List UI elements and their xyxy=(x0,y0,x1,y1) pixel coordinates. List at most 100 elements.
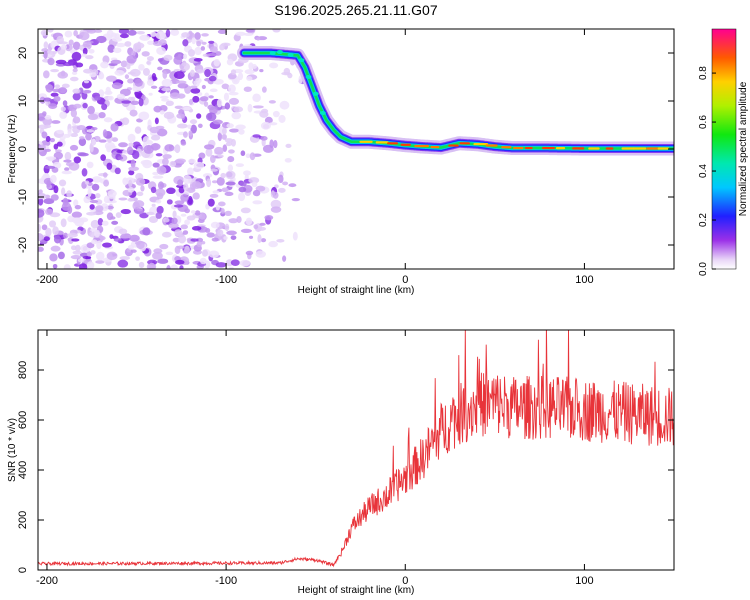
noise-blob xyxy=(228,266,234,269)
noise-blob xyxy=(191,226,202,231)
noise-blob xyxy=(260,238,267,243)
noise-blob xyxy=(64,167,70,172)
noise-blob xyxy=(224,102,231,110)
noise-blob xyxy=(180,224,188,230)
noise-blob xyxy=(223,236,228,240)
noise-blob xyxy=(61,44,67,50)
noise-blob xyxy=(272,29,281,33)
noise-blob xyxy=(174,229,183,237)
noise-blob xyxy=(260,136,268,141)
noise-blob xyxy=(183,183,189,191)
noise-blob xyxy=(283,67,291,75)
ridge-hot-spot xyxy=(319,111,326,115)
noise-blob xyxy=(136,240,145,250)
noise-blob xyxy=(214,146,224,155)
noise-blob xyxy=(189,69,195,77)
noise-blob xyxy=(187,167,194,176)
noise-blob xyxy=(210,221,220,229)
ridge-hot-spot xyxy=(287,52,294,57)
noise-blob xyxy=(95,251,105,261)
noise-blob xyxy=(178,234,187,244)
noise-blob xyxy=(225,141,232,147)
noise-blob xyxy=(235,31,246,36)
noise-blob xyxy=(246,76,253,81)
noise-blob xyxy=(252,93,261,103)
noise-blob xyxy=(47,57,55,66)
noise-blob xyxy=(70,254,82,260)
noise-blob xyxy=(240,228,252,233)
noise-blob xyxy=(206,232,215,238)
noise-blob xyxy=(49,138,55,143)
noise-blob xyxy=(76,125,86,131)
noise-blob xyxy=(90,127,98,131)
noise-blob xyxy=(100,154,106,162)
noise-blob xyxy=(56,141,63,147)
noise-blob xyxy=(228,91,239,96)
noise-blob xyxy=(239,259,251,267)
ridge-core xyxy=(242,51,674,150)
noise-blob xyxy=(175,158,186,164)
noise-blob xyxy=(63,264,71,269)
noise-blob xyxy=(72,116,81,124)
noise-blob xyxy=(138,261,145,268)
noise-blob xyxy=(89,204,95,210)
noise-blob xyxy=(129,234,140,242)
noise-blob xyxy=(175,80,187,84)
noise-blob xyxy=(59,111,68,119)
noise-blob xyxy=(223,92,230,101)
noise-blob xyxy=(203,101,209,107)
noise-blob xyxy=(48,103,58,109)
noise-blob xyxy=(130,249,137,253)
noise-blob xyxy=(201,84,206,90)
noise-blob xyxy=(118,197,128,201)
noise-blob xyxy=(43,124,52,129)
noise-blob xyxy=(225,181,236,186)
x-tick-label: -200 xyxy=(36,274,58,286)
noise-blob xyxy=(68,39,74,46)
noise-blob xyxy=(176,245,185,250)
noise-blob xyxy=(130,96,136,102)
noise-blob xyxy=(71,211,83,218)
noise-blob xyxy=(190,210,196,214)
noise-blob xyxy=(183,106,191,111)
noise-blob xyxy=(237,192,246,202)
noise-blob xyxy=(50,194,59,201)
noise-blob xyxy=(67,128,72,137)
noise-blob xyxy=(291,198,300,202)
noise-blob xyxy=(110,123,119,132)
noise-blob xyxy=(177,82,189,89)
noise-blob xyxy=(96,240,102,250)
noise-blob xyxy=(192,95,200,103)
noise-blob xyxy=(163,111,175,120)
snr-y-ticks: 0 200 400 600 800 xyxy=(17,361,674,573)
noise-blob xyxy=(120,60,128,68)
noise-blob xyxy=(256,37,261,41)
noise-blob xyxy=(75,62,84,68)
noise-blob xyxy=(118,142,128,148)
noise-blob xyxy=(221,133,227,140)
noise-blob xyxy=(72,41,81,50)
noise-blob xyxy=(208,40,215,44)
noise-blob xyxy=(141,51,150,57)
noise-blob xyxy=(77,258,85,263)
noise-blob xyxy=(181,32,190,38)
noise-blob xyxy=(89,143,94,153)
noise-blob xyxy=(110,57,118,61)
noise-blob xyxy=(166,265,171,269)
noise-blob xyxy=(70,109,78,118)
noise-blob xyxy=(83,80,90,84)
noise-blob xyxy=(67,232,78,238)
colorbar: 0.0 0.2 0.4 0.6 0.8 Normalized spectral ampl… xyxy=(698,28,749,276)
noise-blob xyxy=(196,113,202,119)
noise-blob xyxy=(116,42,126,48)
snr-series-line xyxy=(38,330,674,568)
noise-blob xyxy=(60,218,67,228)
noise-blob xyxy=(179,265,184,269)
noise-blob xyxy=(78,137,87,147)
noise-blob xyxy=(79,136,85,140)
colorbar-tick-label: 0.2 xyxy=(698,213,709,227)
noise-blob xyxy=(151,203,156,207)
noise-blob xyxy=(87,188,92,198)
noise-blob xyxy=(198,152,206,159)
snr-x-label: Height of straight line (km) xyxy=(298,585,415,596)
